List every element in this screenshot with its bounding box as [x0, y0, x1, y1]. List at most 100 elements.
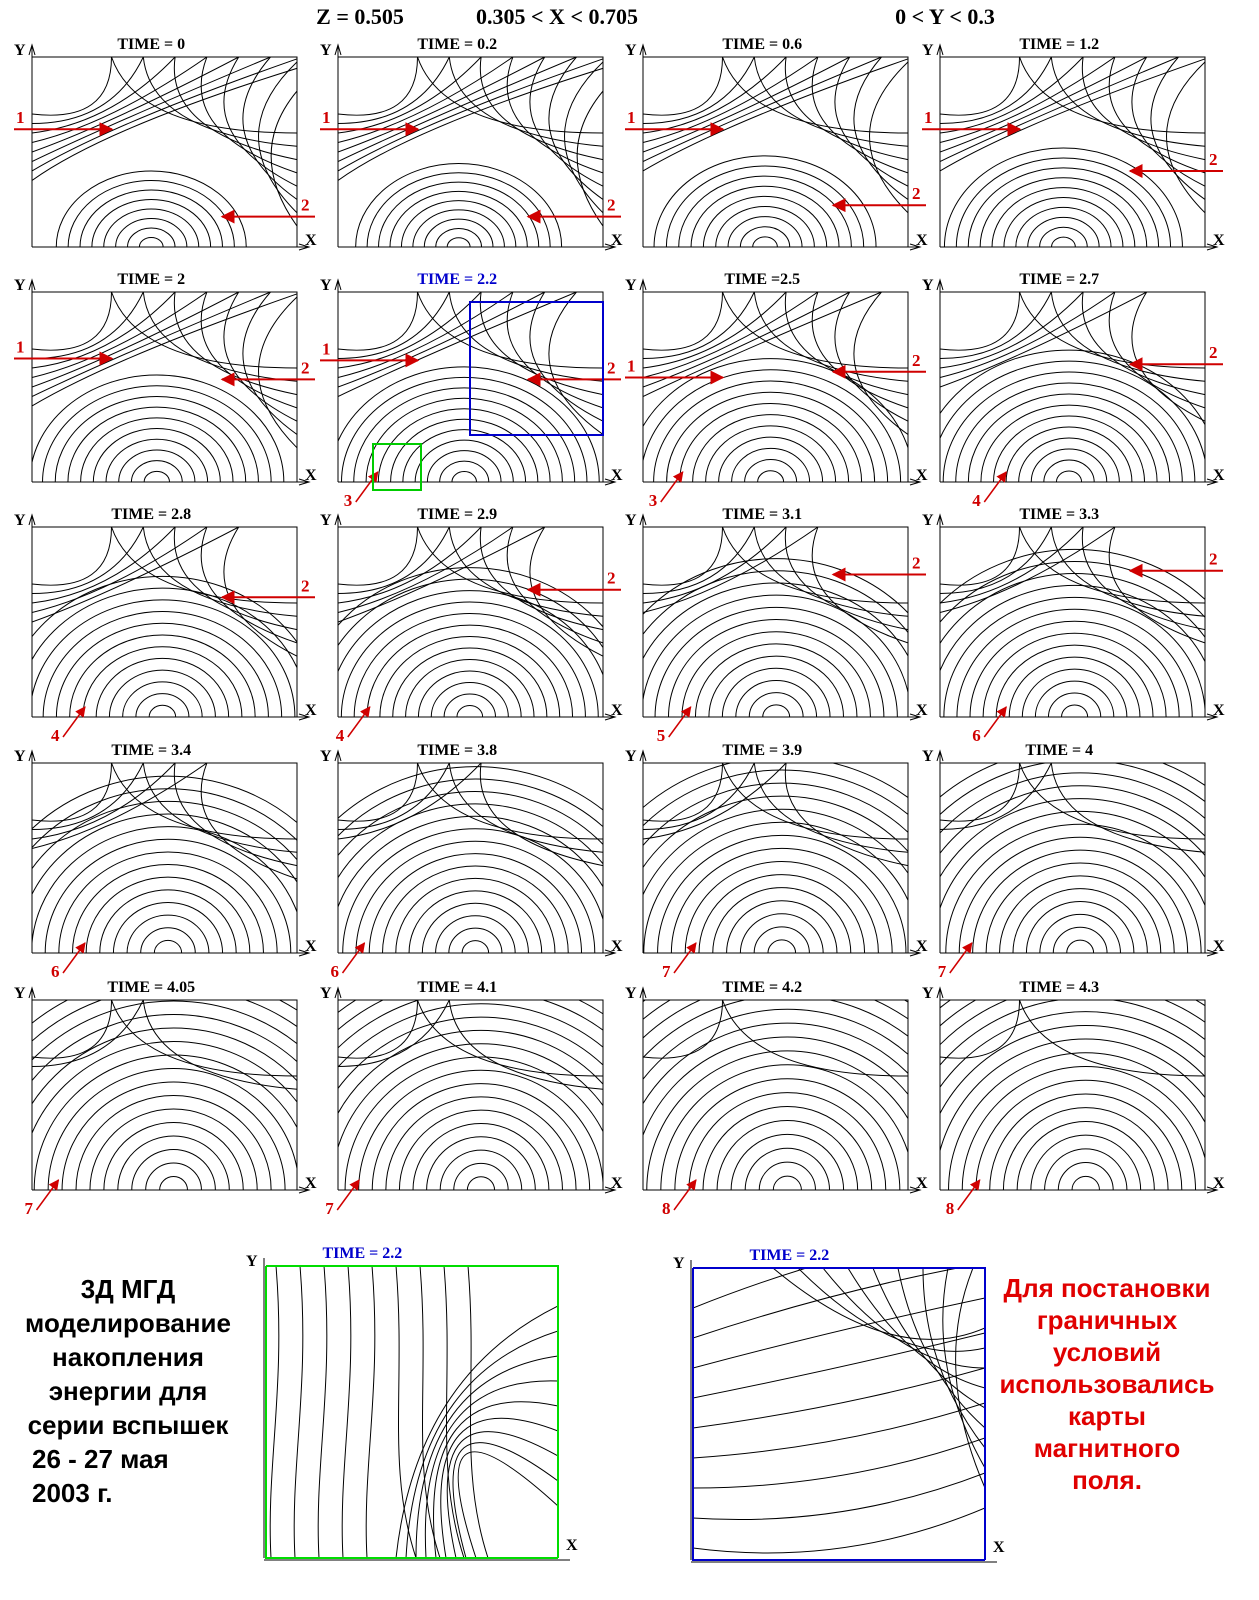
panel-title: TIME = 3.1 [722, 506, 802, 523]
field-line [1044, 1148, 1128, 1190]
field-line [643, 1009, 908, 1081]
field-line [71, 864, 264, 953]
panel-title: TIME = 0 [117, 36, 185, 53]
field-line [338, 527, 418, 586]
axis-label-x: X [1213, 702, 1225, 719]
field-line [940, 57, 1179, 162]
field-line [223, 292, 297, 422]
field-line [435, 228, 483, 247]
frame [940, 291, 1206, 482]
field-line [338, 292, 418, 351]
field-line [643, 763, 787, 840]
field-line [417, 292, 603, 369]
field-line [135, 693, 190, 717]
frame [32, 526, 298, 717]
field-line [32, 1000, 144, 1067]
axis-label-x: X [916, 938, 928, 955]
axis-label-y: Y [625, 748, 637, 765]
axis [334, 513, 617, 721]
field-line [942, 371, 1196, 482]
field-line [173, 57, 297, 161]
panel-title: TIME = 4.3 [1019, 979, 1099, 996]
field-line [338, 1003, 603, 1068]
field-line [479, 57, 603, 161]
frame [693, 1267, 986, 1560]
field-line [980, 404, 1158, 482]
frame [338, 762, 604, 953]
field-line [1003, 197, 1124, 247]
field-line [940, 785, 1205, 855]
marker-label: 2 [607, 569, 616, 588]
field-line [32, 292, 176, 369]
field-line [32, 1000, 112, 1059]
field-line [400, 200, 517, 247]
axis-label-x: X [611, 467, 623, 484]
marker-arrow [983, 706, 1007, 738]
marker-arrow [673, 942, 697, 974]
field-line [1012, 888, 1148, 953]
field-line [811, 57, 908, 174]
field-line [32, 57, 239, 153]
field-line [145, 1162, 202, 1190]
marker-label: 2 [607, 358, 616, 377]
axis-label-y: Y [246, 1253, 258, 1270]
field-line [173, 763, 297, 867]
frame [940, 526, 1206, 717]
field-line [142, 292, 297, 382]
panel-title: TIME = 4.05 [107, 979, 195, 996]
field-line [955, 1268, 985, 1489]
field-line [258, 61, 297, 214]
field-line [529, 292, 603, 422]
zoom-title: TIME = 2.2 [749, 1247, 829, 1264]
field-lines [643, 292, 908, 482]
field-line [126, 914, 210, 953]
frame [266, 1265, 559, 1558]
marker-arrow [660, 471, 684, 503]
field-line [643, 57, 850, 153]
field-line [405, 1330, 558, 1558]
marker-label: 5 [657, 726, 666, 745]
field-line [338, 803, 603, 879]
field-line [721, 667, 831, 717]
field-line [735, 680, 818, 717]
field-line [940, 57, 1147, 153]
frame [643, 56, 909, 247]
marker-label: 8 [662, 1199, 671, 1218]
field-line [89, 1108, 258, 1190]
field-line [1034, 680, 1115, 717]
frame [940, 56, 1206, 247]
field-line [940, 292, 1147, 388]
left-caption-line: энергии для [49, 1376, 208, 1406]
marker-label: 1 [322, 108, 331, 127]
field-line [54, 395, 259, 482]
field-line [338, 815, 603, 909]
field-line [693, 1268, 809, 1309]
axis-label-y: Y [625, 42, 637, 59]
field-line [834, 292, 908, 422]
field-line [402, 429, 527, 482]
field-line [643, 292, 819, 378]
field-line [368, 853, 583, 953]
marker-label: 2 [607, 196, 616, 215]
field-line [457, 1451, 558, 1558]
marker-label: 6 [972, 726, 981, 745]
field-line [32, 374, 285, 482]
field-line [32, 587, 297, 669]
axis [28, 278, 311, 486]
field-line [79, 189, 223, 247]
field-line [730, 1133, 845, 1190]
field-line [940, 1000, 1205, 1027]
field-line [338, 57, 450, 124]
field-line [131, 1149, 216, 1190]
field-line [752, 236, 778, 247]
right-caption-line: поля. [1072, 1465, 1142, 1495]
field-line [448, 763, 603, 853]
field-line [811, 527, 908, 644]
field-line [660, 1064, 908, 1190]
field-line [111, 57, 297, 134]
field-line [80, 417, 234, 482]
field-line [341, 1266, 352, 1558]
marker-label: 2 [1209, 150, 1218, 169]
frame [643, 526, 909, 717]
field-line [1027, 216, 1100, 247]
